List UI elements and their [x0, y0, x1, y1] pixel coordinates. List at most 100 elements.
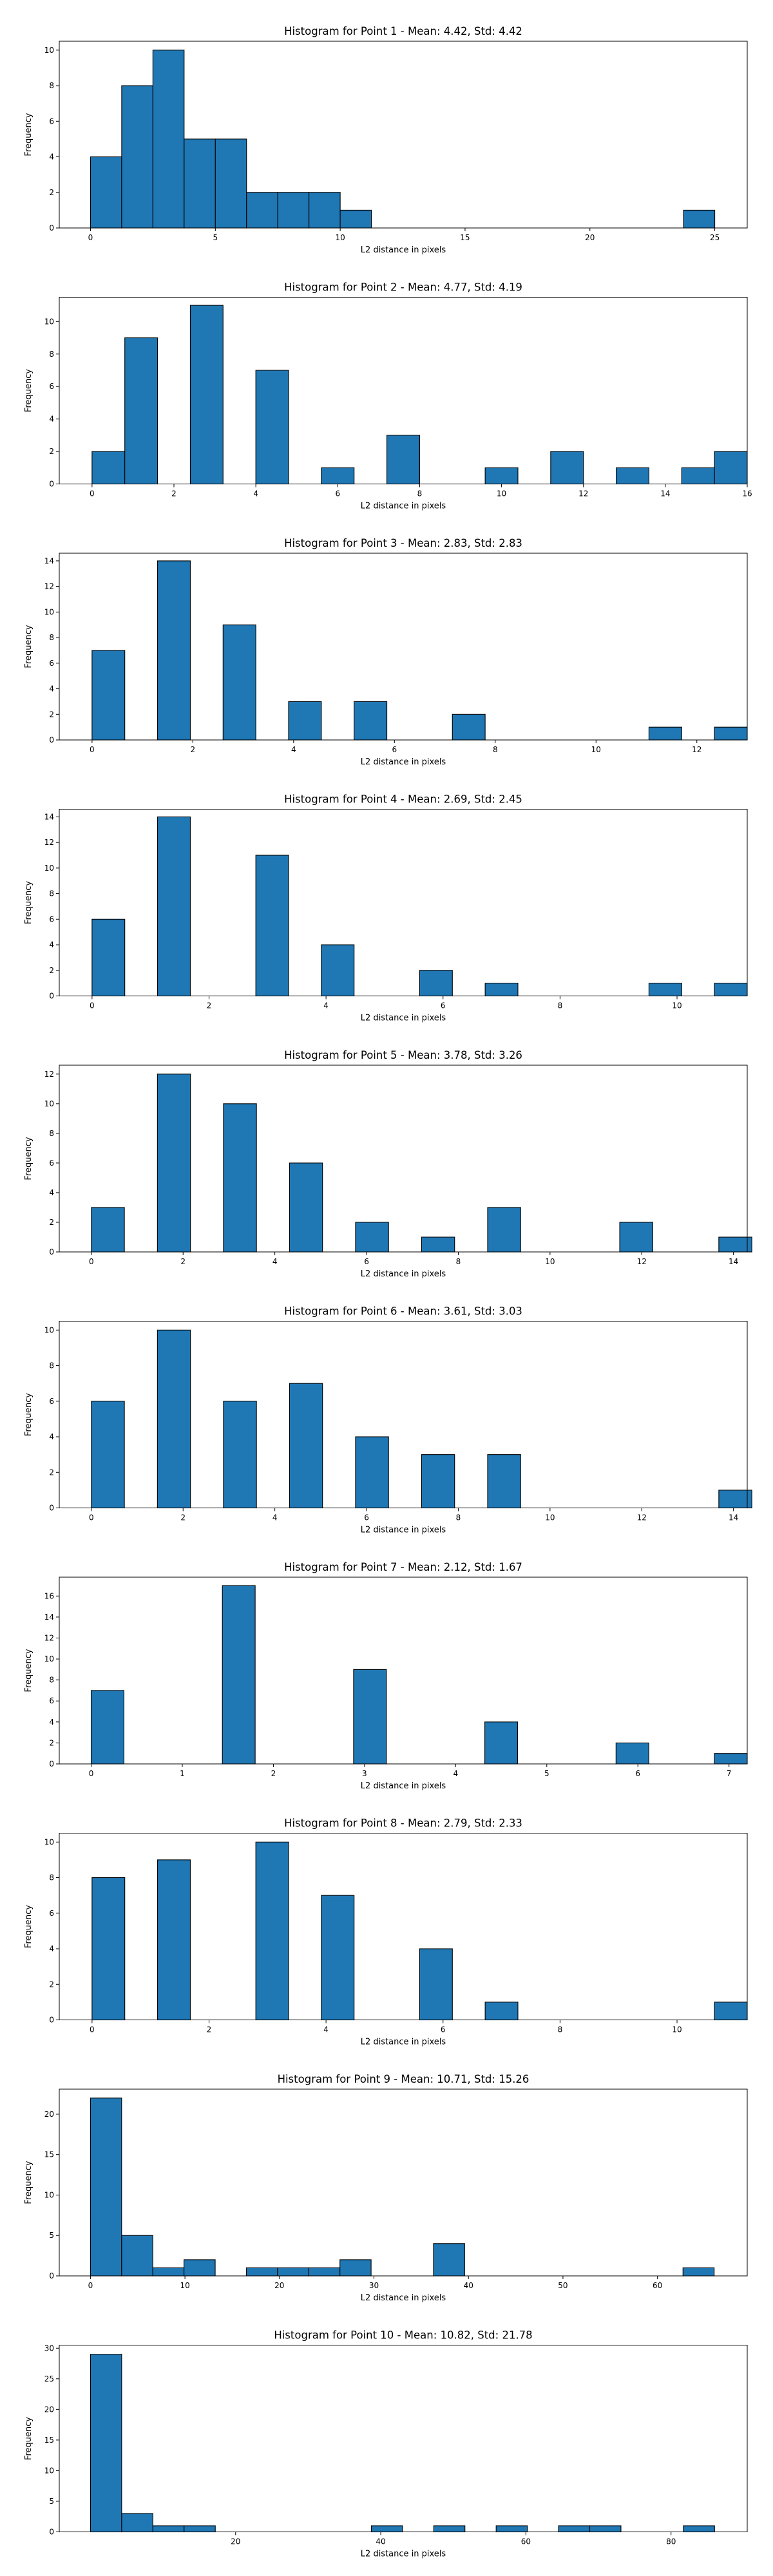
- y-tick-label: 8: [49, 1873, 54, 1882]
- y-tick-label: 30: [44, 2344, 54, 2353]
- histogram-bar: [495, 2525, 528, 2533]
- x-axis-label: L2 distance in pixels: [361, 1781, 446, 1791]
- y-tick-label: 8: [49, 81, 54, 90]
- y-tick-label: 14: [44, 812, 54, 821]
- y-axis-label: Frequency: [24, 1137, 33, 1180]
- y-tick-label: 0: [49, 992, 54, 1001]
- axes-frame: [59, 1065, 748, 1253]
- x-tick-label: 0: [90, 745, 95, 754]
- x-tick-label: 4: [323, 1001, 329, 1010]
- y-axis-label: Frequency: [24, 881, 33, 924]
- y-tick-label: 14: [44, 556, 54, 565]
- histogram-bar: [321, 1895, 355, 2021]
- y-tick-label: 4: [49, 1188, 54, 1197]
- histogram-bar: [152, 2525, 185, 2533]
- x-tick-label: 10: [672, 2025, 682, 2034]
- x-tick-label: 8: [558, 2025, 563, 2034]
- y-tick-label: 4: [49, 1718, 54, 1727]
- histogram-bar: [681, 467, 715, 485]
- chart-panel: Histogram for Point 9 - Mean: 10.71, Std…: [24, 2073, 748, 2303]
- axes-frame: [59, 1833, 748, 2020]
- x-tick-label: 20: [274, 2281, 284, 2290]
- histogram-bar: [718, 1236, 752, 1253]
- chart-title: Histogram for Point 8 - Mean: 2.79, Std:…: [284, 1817, 522, 1830]
- histogram-bar: [309, 192, 341, 229]
- x-tick-label: 8: [456, 1257, 461, 1266]
- y-tick-label: 20: [44, 2110, 54, 2119]
- histogram-bar: [121, 2235, 153, 2277]
- y-axis-label: Frequency: [24, 2161, 33, 2204]
- histogram-bar: [308, 2267, 341, 2277]
- histogram-bar: [484, 467, 519, 485]
- histogram-bar: [91, 1401, 125, 1509]
- x-tick-label: 0: [89, 1769, 94, 1778]
- x-tick-label: 0: [88, 2281, 93, 2290]
- histogram-bar: [90, 2354, 122, 2533]
- y-tick-label: 0: [49, 735, 54, 744]
- histogram-bar: [255, 1841, 289, 2021]
- histogram-bar: [339, 209, 372, 229]
- histogram-bar: [246, 192, 278, 229]
- y-tick-label: 6: [49, 117, 54, 126]
- x-tick-label: 30: [369, 2281, 379, 2290]
- y-tick-label: 8: [49, 350, 54, 359]
- axes-frame: [59, 809, 748, 996]
- y-tick-label: 2: [49, 1980, 54, 1989]
- chart-panel: Histogram for Point 2 - Mean: 4.77, Std:…: [24, 281, 752, 511]
- x-tick-label: 10: [335, 233, 345, 242]
- x-tick-label: 10: [497, 489, 506, 498]
- x-tick-label: 6: [392, 745, 397, 754]
- y-axis-label: Frequency: [24, 1649, 33, 1692]
- histogram-bar: [222, 1585, 256, 1765]
- x-tick-label: 60: [521, 2537, 531, 2546]
- histogram-bar: [289, 1383, 323, 1509]
- x-tick-label: 8: [456, 1513, 461, 1522]
- x-tick-label: 20: [585, 233, 595, 242]
- y-axis-label: Frequency: [24, 1905, 33, 1948]
- x-tick-label: 6: [335, 489, 340, 498]
- y-tick-label: 4: [49, 415, 54, 424]
- x-tick-label: 10: [591, 745, 601, 754]
- chart-title: Histogram for Point 4 - Mean: 2.69, Std:…: [284, 793, 522, 806]
- histogram-bar: [487, 1207, 521, 1253]
- y-tick-label: 6: [49, 914, 54, 923]
- x-tick-label: 60: [653, 2281, 662, 2290]
- x-tick-label: 4: [272, 1513, 278, 1522]
- y-tick-label: 6: [49, 382, 54, 391]
- y-tick-label: 16: [44, 1591, 54, 1600]
- y-tick-label: 10: [44, 1654, 54, 1663]
- x-tick-label: 40: [464, 2281, 473, 2290]
- y-tick-label: 2: [49, 1738, 54, 1747]
- histogram-bar: [184, 138, 216, 229]
- x-tick-label: 12: [692, 745, 701, 754]
- y-tick-label: 0: [49, 480, 54, 489]
- histogram-bar: [421, 1454, 455, 1509]
- x-tick-label: 0: [90, 1001, 95, 1010]
- histogram-bar: [718, 1490, 752, 1509]
- y-tick-label: 4: [49, 1944, 54, 1953]
- chart-panel: Histogram for Point 6 - Mean: 3.61, Std:…: [24, 1305, 752, 1535]
- x-tick-label: 0: [90, 489, 95, 498]
- x-tick-label: 8: [493, 745, 498, 754]
- histogram-bar: [90, 156, 122, 229]
- y-tick-label: 6: [49, 1909, 54, 1918]
- y-tick-label: 10: [44, 864, 54, 873]
- histogram-bar: [91, 1207, 125, 1253]
- y-tick-label: 6: [49, 1696, 54, 1705]
- y-axis-label: Frequency: [24, 113, 33, 156]
- y-tick-label: 20: [44, 2405, 54, 2414]
- histogram-bar: [223, 1401, 257, 1509]
- histogram-bar: [277, 192, 310, 229]
- histogram-bar: [321, 944, 355, 997]
- histogram-bar: [157, 816, 191, 997]
- x-tick-label: 0: [89, 1257, 94, 1266]
- x-axis-label: L2 distance in pixels: [361, 2038, 446, 2047]
- histogram-bar: [152, 2267, 185, 2277]
- x-tick-label: 4: [323, 2025, 329, 2034]
- y-tick-label: 2: [49, 1218, 54, 1227]
- x-tick-label: 2: [180, 1513, 186, 1522]
- histogram-bar: [648, 726, 682, 741]
- histogram-bar: [421, 1236, 455, 1253]
- y-tick-label: 8: [49, 1361, 54, 1370]
- y-tick-label: 0: [49, 2271, 54, 2280]
